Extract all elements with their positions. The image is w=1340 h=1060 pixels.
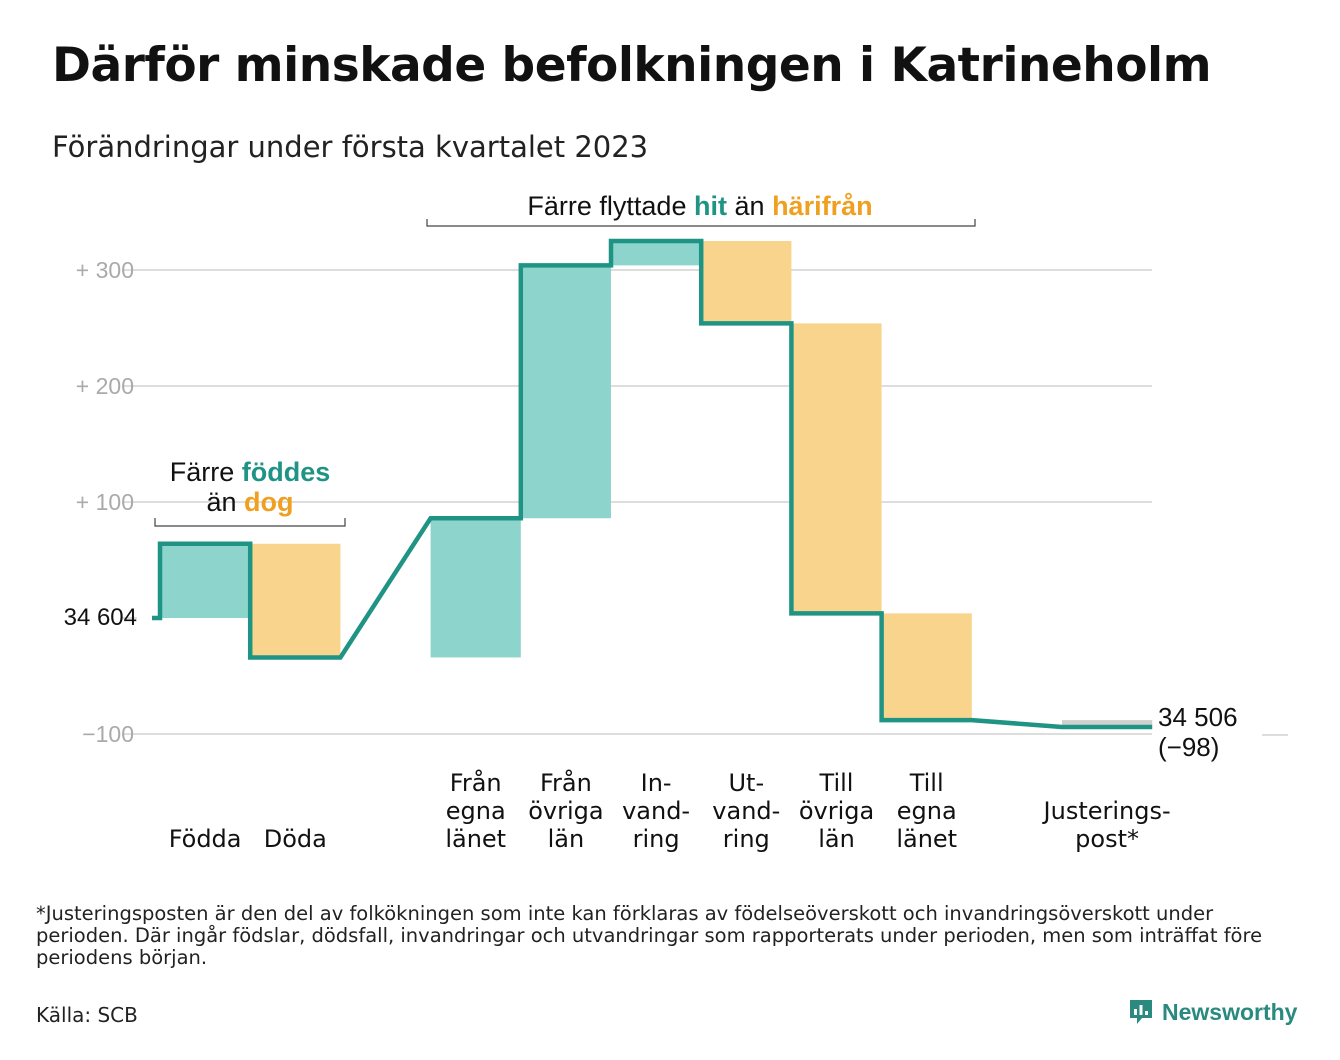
bar-decrease <box>701 241 792 324</box>
annotation-orange-word: dog <box>244 487 293 517</box>
start-value-label: 34 604 <box>64 604 137 631</box>
category-label: Till <box>819 769 854 797</box>
category-label: Döda <box>264 825 327 853</box>
bracket-births-deaths <box>154 518 346 527</box>
svg-text:än dog: än dog <box>206 487 293 517</box>
annotations: Färre föddes än dog Färre flyttade hit ä… <box>154 191 976 527</box>
y-tick-label: −100 <box>82 721 134 747</box>
y-tick-label: + 300 <box>76 257 134 283</box>
annotation-teal-word: hit <box>694 191 727 221</box>
bar-increase <box>611 241 702 266</box>
y-tick-labels: + 300 + 200 + 100 −100 <box>76 257 134 747</box>
svg-text:Färre föddes: Färre föddes <box>170 457 331 487</box>
category-label: vand- <box>712 797 780 825</box>
category-label: län <box>818 825 855 853</box>
bar-decrease <box>791 323 882 614</box>
step-line <box>152 238 1153 730</box>
annotation-teal-word: föddes <box>242 457 331 487</box>
brand-name: Newsworthy <box>1162 998 1298 1025</box>
category-label: ring <box>633 825 680 853</box>
category-label: övriga <box>799 797 874 825</box>
bars <box>160 241 1153 728</box>
category-label: egna <box>897 797 957 825</box>
annotation-migration: Färre flyttade hit än härifrån <box>426 191 976 227</box>
category-label: post* <box>1075 825 1139 853</box>
chart-bubble-icon <box>1130 1000 1152 1024</box>
category-labels: Födda DödaFrånegnalänetFrånövrigalänIn-va… <box>169 768 1171 853</box>
category-label: Från <box>540 768 592 797</box>
end-change-label: (−98) <box>1158 732 1219 762</box>
chart-title: Därför minskade befolkningen i Katrineho… <box>52 38 1212 93</box>
category-label: Från <box>450 768 502 797</box>
category-label: ring <box>723 825 770 853</box>
category-label: länet <box>445 825 506 853</box>
bracket-migration <box>426 219 976 227</box>
waterfall-chart: + 300+ 200+ 100−100 Födda DödaFrånegnalän… <box>64 191 1288 853</box>
brand-logo: Newsworthy <box>1128 998 1297 1026</box>
category-label: Ut- <box>728 769 764 797</box>
category-label: län <box>548 825 585 853</box>
category-label: egna <box>446 797 506 825</box>
bar-increase <box>430 518 521 658</box>
bar-adjustment <box>1062 720 1153 728</box>
chart-subtitle: Förändringar under första kvartalet 2023 <box>52 130 649 164</box>
category-label: Till <box>909 769 944 797</box>
category-label: Födda <box>169 825 242 853</box>
bar-decrease <box>881 613 972 721</box>
source-label: Källa: SCB <box>36 1003 138 1027</box>
grid-lines <box>122 269 1288 736</box>
category-label: länet <box>896 825 957 853</box>
category-label: övriga <box>528 797 603 825</box>
annotation-orange-word: härifrån <box>772 191 873 221</box>
bar-increase <box>520 265 611 519</box>
annotation-births-deaths: Färre föddes än dog <box>154 457 346 527</box>
category-label: vand- <box>622 797 690 825</box>
svg-text:Färre flyttade hit än härifrån: Färre flyttade hit än härifrån <box>527 191 872 221</box>
category-label: In- <box>641 769 672 797</box>
bar-decrease <box>250 543 341 658</box>
y-tick-label: + 200 <box>76 373 134 399</box>
end-value-label: 34 506 <box>1158 702 1238 732</box>
y-tick-label: + 100 <box>76 489 134 515</box>
category-label: Justerings- <box>1042 797 1171 825</box>
bar-increase <box>160 543 251 618</box>
footnote: *Justeringsposten är den del av folkökni… <box>36 902 1263 969</box>
